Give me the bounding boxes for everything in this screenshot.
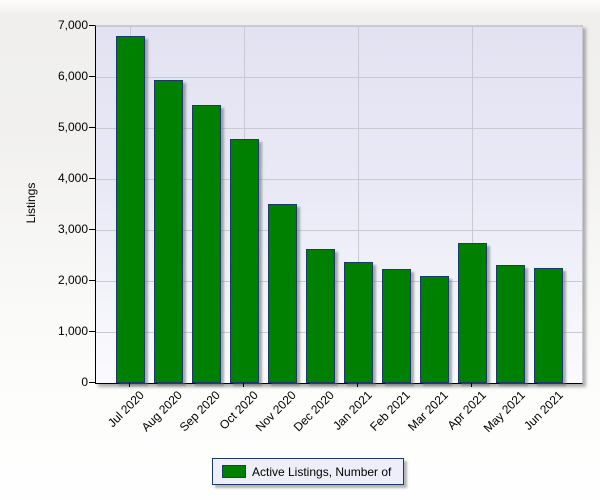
x-tick-label: Mar 2021	[405, 388, 451, 434]
horizontal-gridline	[96, 332, 582, 333]
x-tick-mark	[243, 383, 244, 387]
x-tick-label: Nov 2020	[252, 388, 299, 435]
y-tick-label: 4,000	[57, 171, 88, 185]
y-tick-mark	[89, 229, 95, 230]
bar-jun-2021	[534, 268, 563, 383]
x-axis-tick-labels: Jul 2020 Aug 2020 Sep 2020 Oct 2020 Nov 2020…	[95, 388, 581, 448]
bar-aug-2020	[154, 80, 183, 383]
y-tick-label: 0	[81, 375, 88, 389]
bar-dec-2020	[306, 249, 335, 383]
plot-area	[95, 25, 583, 384]
y-tick-label: 3,000	[57, 222, 88, 236]
horizontal-gridline	[96, 77, 582, 78]
x-tick-mark	[357, 383, 358, 387]
bar-may-2021	[496, 265, 525, 383]
x-tick-label: Sep 2020	[176, 388, 223, 435]
x-tick-label: Apr 2021	[444, 388, 489, 433]
y-tick-mark	[89, 127, 95, 128]
x-tick-label: Jun 2021	[521, 388, 566, 433]
bar-oct-2020	[230, 139, 259, 383]
legend-label: Active Listings, Number of	[252, 464, 392, 479]
horizontal-gridline	[96, 26, 582, 27]
y-tick-mark	[89, 280, 95, 281]
y-tick-label: 5,000	[57, 120, 88, 134]
horizontal-gridline	[96, 179, 582, 180]
x-tick-label: Feb 2021	[367, 388, 413, 434]
y-axis-tick-labels: 0 1,000 2,000 3,000 4,000 5,000 6,000 7,000	[0, 18, 88, 389]
y-tick-mark	[89, 76, 95, 77]
horizontal-gridline	[96, 281, 582, 282]
y-tick-label: 7,000	[57, 18, 88, 32]
x-tick-label: May 2021	[480, 388, 528, 436]
x-tick-mark	[129, 383, 130, 387]
x-tick-label: Jul 2020	[104, 388, 147, 430]
x-tick-mark	[471, 383, 472, 387]
y-tick-mark	[89, 331, 95, 332]
y-tick-mark	[89, 178, 95, 179]
y-tick-label: 1,000	[57, 324, 88, 338]
y-tick-label: 6,000	[57, 69, 88, 83]
bar-apr-2021	[458, 243, 487, 383]
x-tick-label: Aug 2020	[138, 388, 185, 435]
bar-feb-2021	[382, 269, 411, 383]
horizontal-gridline	[96, 128, 582, 129]
legend-swatch-icon	[222, 465, 246, 478]
x-tick-label: Dec 2020	[290, 388, 337, 435]
vertical-gridline	[358, 26, 359, 383]
y-tick-mark	[89, 382, 95, 383]
y-tick-label: 2,000	[57, 273, 88, 287]
bar-jan-2021	[344, 262, 373, 383]
y-tick-mark	[89, 25, 95, 26]
bar-sep-2020	[192, 105, 221, 383]
bar-nov-2020	[268, 204, 297, 383]
horizontal-gridline	[96, 230, 582, 231]
vertical-gridline	[472, 26, 473, 383]
bar-mar-2021	[420, 276, 449, 383]
legend: Active Listings, Number of	[212, 458, 405, 485]
x-tick-label: Oct 2020	[216, 388, 261, 433]
bar-jul-2020	[116, 36, 145, 383]
x-tick-label: Jan 2021	[330, 388, 375, 433]
